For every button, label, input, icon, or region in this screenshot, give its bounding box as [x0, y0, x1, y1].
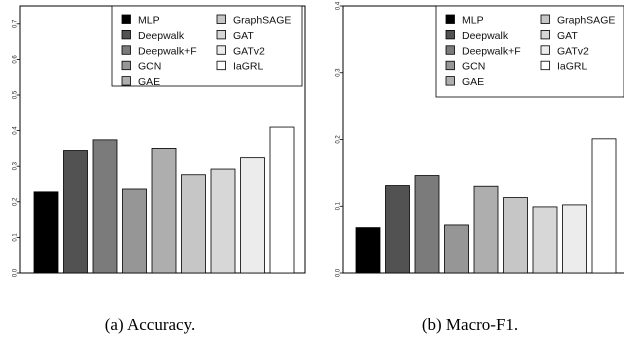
chart-caption: (b) Macro-F1.: [422, 315, 518, 334]
legend-label: GAT: [557, 30, 578, 42]
legend-swatch: [217, 30, 226, 39]
legend-label: Deepwalk+F: [138, 45, 197, 57]
legend-label: Deepwalk: [138, 30, 185, 42]
bar-deepwalk-f: [93, 140, 117, 273]
legend-swatch: [122, 15, 131, 24]
y-tick-label: 0.2: [336, 135, 342, 144]
legend-label: MLP: [462, 15, 484, 27]
bar-gat: [533, 207, 557, 273]
y-tick-label: 0.5: [13, 90, 19, 99]
legend-swatch: [122, 30, 131, 39]
legend-swatch: [446, 61, 455, 69]
y-tick-label: 0.7: [13, 19, 19, 28]
legend-swatch: [217, 15, 226, 24]
bar-deepwalk: [386, 186, 410, 273]
legend-swatch: [122, 46, 131, 55]
legend-swatch: [446, 77, 455, 86]
legend-swatch: [446, 30, 455, 39]
legend-swatch: [122, 77, 131, 86]
y-tick-label: 0.6: [13, 55, 19, 64]
legend-label: GraphSAGE: [233, 15, 291, 27]
legend-swatch: [541, 30, 550, 39]
y-tick-label: 0.0: [13, 268, 19, 277]
bar-deepwalk: [64, 151, 88, 273]
bar-gcn: [123, 189, 147, 273]
legend-label: Deepwalk+F: [462, 45, 521, 57]
legend-label: GAE: [138, 76, 160, 88]
bar-graphsage: [504, 198, 528, 273]
legend-swatch: [541, 61, 550, 69]
y-tick-label: 0.2: [13, 197, 19, 206]
y-tick-label: 0.1: [336, 201, 342, 210]
legend-swatch: [446, 46, 455, 55]
bar-graphsage: [182, 175, 206, 273]
legend-label: IaGRL: [233, 61, 264, 73]
legend-label: GAT: [233, 30, 254, 42]
legend-swatch: [446, 15, 455, 24]
bar-mlp: [356, 228, 380, 273]
legend-label: GraphSAGE: [557, 15, 615, 27]
bar-gat: [211, 169, 235, 273]
bar-deepwalk-f: [415, 176, 439, 273]
legend-label: IaGRL: [557, 61, 588, 73]
y-tick-label: 0.1: [13, 233, 19, 242]
legend-label: GATv2: [233, 45, 265, 57]
legend-swatch: [122, 61, 131, 69]
y-tick-label: 0.3: [13, 161, 19, 170]
bar-gatv2: [563, 205, 587, 273]
legend-swatch: [541, 15, 550, 24]
bar-mlp: [34, 192, 58, 273]
legend-label: GCN: [462, 61, 485, 73]
bar-gae: [152, 148, 176, 273]
y-tick-label: 0.0: [336, 268, 342, 277]
legend-swatch: [217, 61, 226, 69]
bar-iagrl: [270, 127, 294, 273]
legend-label: Deepwalk: [462, 30, 509, 42]
bar-gae: [474, 186, 498, 273]
legend-label: MLP: [138, 15, 160, 27]
legend-label: GAE: [462, 76, 484, 88]
legend-label: GATv2: [557, 45, 589, 57]
y-tick-label: 0.3: [336, 68, 342, 77]
y-tick-label: 0.4: [336, 1, 342, 10]
chart-caption: (a) Accuracy.: [105, 315, 195, 334]
legend-label: GCN: [138, 61, 161, 73]
bar-gcn: [445, 225, 469, 273]
legend-swatch: [541, 46, 550, 55]
y-tick-label: 0.4: [13, 126, 19, 135]
bar-gatv2: [241, 158, 265, 273]
legend-swatch: [217, 46, 226, 55]
bar-iagrl: [592, 139, 616, 273]
